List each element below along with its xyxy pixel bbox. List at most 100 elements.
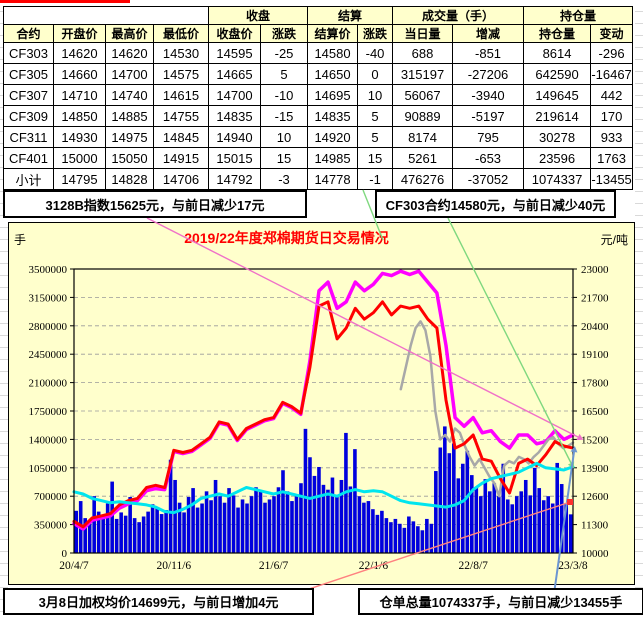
cell[interactable]: 14665 <box>208 63 261 85</box>
price-line <box>399 320 575 498</box>
volume-bar <box>218 496 222 553</box>
cell[interactable]: 795 <box>452 126 525 148</box>
cell[interactable]: 30278 <box>523 126 592 148</box>
volume-bar <box>272 496 276 553</box>
cell[interactable]: -10 <box>259 84 309 106</box>
cell[interactable]: -25 <box>259 42 309 64</box>
cell[interactable]: -16467 <box>590 63 634 85</box>
cell[interactable]: 56067 <box>392 84 454 106</box>
group-header: 持仓量 <box>523 6 634 25</box>
cell[interactable]: 10 <box>259 126 309 148</box>
table-row: 小计 14795 14828 14706 14792 -3 14778 -1 476276 -37… <box>3 168 634 190</box>
cell[interactable]: 8614 <box>523 42 592 64</box>
cell[interactable]: -5197 <box>452 105 525 127</box>
cell[interactable]: -3 <box>259 168 309 190</box>
cell[interactable]: 315197 <box>392 63 454 85</box>
volume-bar <box>191 488 195 553</box>
cell[interactable]: -37052 <box>452 168 525 190</box>
cell[interactable]: -296 <box>590 42 634 64</box>
volume-bar <box>510 504 515 553</box>
volume-bar <box>222 502 227 553</box>
cell[interactable]: -40 <box>357 42 394 64</box>
cell[interactable]: 1763 <box>590 147 634 169</box>
left-tick-label: 3500000 <box>29 264 68 276</box>
cell[interactable]: -27206 <box>452 63 525 85</box>
cell[interactable]: 14850 <box>53 105 106 127</box>
cell[interactable]: 15015 <box>208 147 261 169</box>
volume-bar <box>541 500 546 553</box>
cell[interactable]: 14740 <box>105 84 154 106</box>
cell[interactable]: 149645 <box>523 84 592 106</box>
cell[interactable]: -13455 <box>590 168 634 190</box>
cell[interactable]: -851 <box>452 42 525 64</box>
cell[interactable]: 476276 <box>392 168 454 190</box>
cell[interactable]: 442 <box>590 84 634 106</box>
cell[interactable]: 219614 <box>523 105 592 127</box>
cell[interactable]: 14575 <box>153 63 209 85</box>
cell[interactable]: 1074337 <box>523 168 592 190</box>
volume-bar <box>461 463 465 553</box>
cell[interactable]: 642590 <box>523 63 592 85</box>
cell[interactable]: 14615 <box>153 84 209 106</box>
cell[interactable]: 170 <box>590 105 634 127</box>
cell[interactable]: 14975 <box>105 126 154 148</box>
cell[interactable]: 14710 <box>53 84 106 106</box>
cell[interactable]: 688 <box>392 42 454 64</box>
cell[interactable]: 14792 <box>208 168 261 190</box>
cell[interactable]: 14845 <box>153 126 209 148</box>
volume-bar <box>204 491 209 553</box>
volume-bar <box>465 450 470 553</box>
cell[interactable]: 14828 <box>105 168 154 190</box>
cell[interactable]: 14700 <box>208 84 261 106</box>
cell[interactable]: -1 <box>357 168 394 190</box>
cell[interactable]: CF307 <box>3 84 54 106</box>
cell[interactable]: CF303 <box>3 42 54 64</box>
cell[interactable]: CF309 <box>3 105 54 127</box>
cell[interactable]: CF305 <box>3 63 54 85</box>
cell[interactable]: 14620 <box>53 42 106 64</box>
cell[interactable]: 8174 <box>392 126 454 148</box>
cell[interactable]: CF311 <box>3 126 54 148</box>
cell[interactable]: 14920 <box>307 126 359 148</box>
cell[interactable]: 14580 <box>307 42 359 64</box>
cell[interactable]: 15 <box>357 147 394 169</box>
cell[interactable]: 14650 <box>307 63 359 85</box>
cell[interactable]: 14706 <box>153 168 209 190</box>
cell[interactable]: 5261 <box>392 147 454 169</box>
cell[interactable]: 14660 <box>53 63 106 85</box>
cell[interactable]: 14940 <box>208 126 261 148</box>
cell[interactable]: 14835 <box>307 105 359 127</box>
cell[interactable]: 90889 <box>392 105 454 127</box>
cell[interactable]: 0 <box>357 63 394 85</box>
cell[interactable]: 14755 <box>153 105 209 127</box>
cell[interactable]: 14835 <box>208 105 261 127</box>
cell[interactable]: 10 <box>357 84 394 106</box>
cell[interactable]: 15050 <box>105 147 154 169</box>
cell[interactable]: 小计 <box>3 168 54 190</box>
cell[interactable]: 14695 <box>307 84 359 106</box>
cell[interactable]: 23596 <box>523 147 592 169</box>
cell[interactable]: CF401 <box>3 147 54 169</box>
cell[interactable]: 14885 <box>105 105 154 127</box>
cell[interactable]: 14930 <box>53 126 106 148</box>
daily-trading-chart: 0 350000 700000 1050000 1400000 1750000 210000… <box>8 222 635 585</box>
cell[interactable]: 14620 <box>105 42 154 64</box>
cell[interactable]: 15 <box>259 147 309 169</box>
column-header: 涨跌 <box>357 24 394 43</box>
cell[interactable]: 14778 <box>307 168 359 190</box>
cell[interactable]: 5 <box>357 105 394 127</box>
cell[interactable]: -3940 <box>452 84 525 106</box>
cell[interactable]: 5 <box>357 126 394 148</box>
cell[interactable]: 933 <box>590 126 634 148</box>
cell[interactable]: 5 <box>259 63 309 85</box>
cell[interactable]: 14700 <box>105 63 154 85</box>
cell[interactable]: 15000 <box>53 147 106 169</box>
cell[interactable]: -653 <box>452 147 525 169</box>
cell[interactable]: 14795 <box>53 168 106 190</box>
cell[interactable]: 14985 <box>307 147 359 169</box>
cell[interactable]: 14595 <box>208 42 261 64</box>
cell[interactable]: 14530 <box>153 42 209 64</box>
cell[interactable]: -15 <box>259 105 309 127</box>
cell[interactable]: 14915 <box>153 147 209 169</box>
right-tick-label: 15200 <box>581 434 609 446</box>
